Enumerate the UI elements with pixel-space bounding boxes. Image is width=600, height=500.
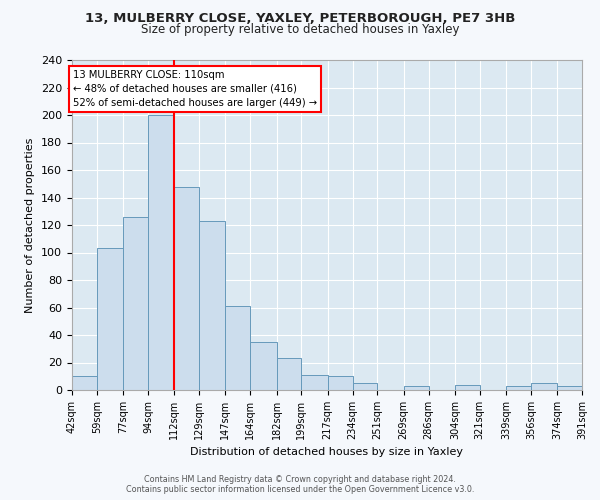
Bar <box>455 384 480 390</box>
Bar <box>557 386 582 390</box>
Bar <box>404 386 428 390</box>
Text: 13 MULBERRY CLOSE: 110sqm
← 48% of detached houses are smaller (416)
52% of semi: 13 MULBERRY CLOSE: 110sqm ← 48% of detac… <box>73 70 317 108</box>
Text: Contains HM Land Registry data © Crown copyright and database right 2024.
Contai: Contains HM Land Registry data © Crown c… <box>126 474 474 494</box>
Bar <box>531 383 557 390</box>
Text: 13, MULBERRY CLOSE, YAXLEY, PETERBOROUGH, PE7 3HB: 13, MULBERRY CLOSE, YAXLEY, PETERBOROUGH… <box>85 12 515 26</box>
Bar <box>72 376 97 390</box>
Bar <box>174 186 199 390</box>
Bar <box>226 306 250 390</box>
Bar <box>301 375 328 390</box>
Bar <box>277 358 301 390</box>
Bar <box>353 383 377 390</box>
Bar <box>148 115 174 390</box>
Bar <box>250 342 277 390</box>
Bar <box>506 386 531 390</box>
Bar <box>97 248 123 390</box>
Bar <box>328 376 353 390</box>
Bar <box>123 217 148 390</box>
Bar <box>199 221 226 390</box>
X-axis label: Distribution of detached houses by size in Yaxley: Distribution of detached houses by size … <box>191 448 464 458</box>
Text: Size of property relative to detached houses in Yaxley: Size of property relative to detached ho… <box>141 22 459 36</box>
Y-axis label: Number of detached properties: Number of detached properties <box>25 138 35 312</box>
